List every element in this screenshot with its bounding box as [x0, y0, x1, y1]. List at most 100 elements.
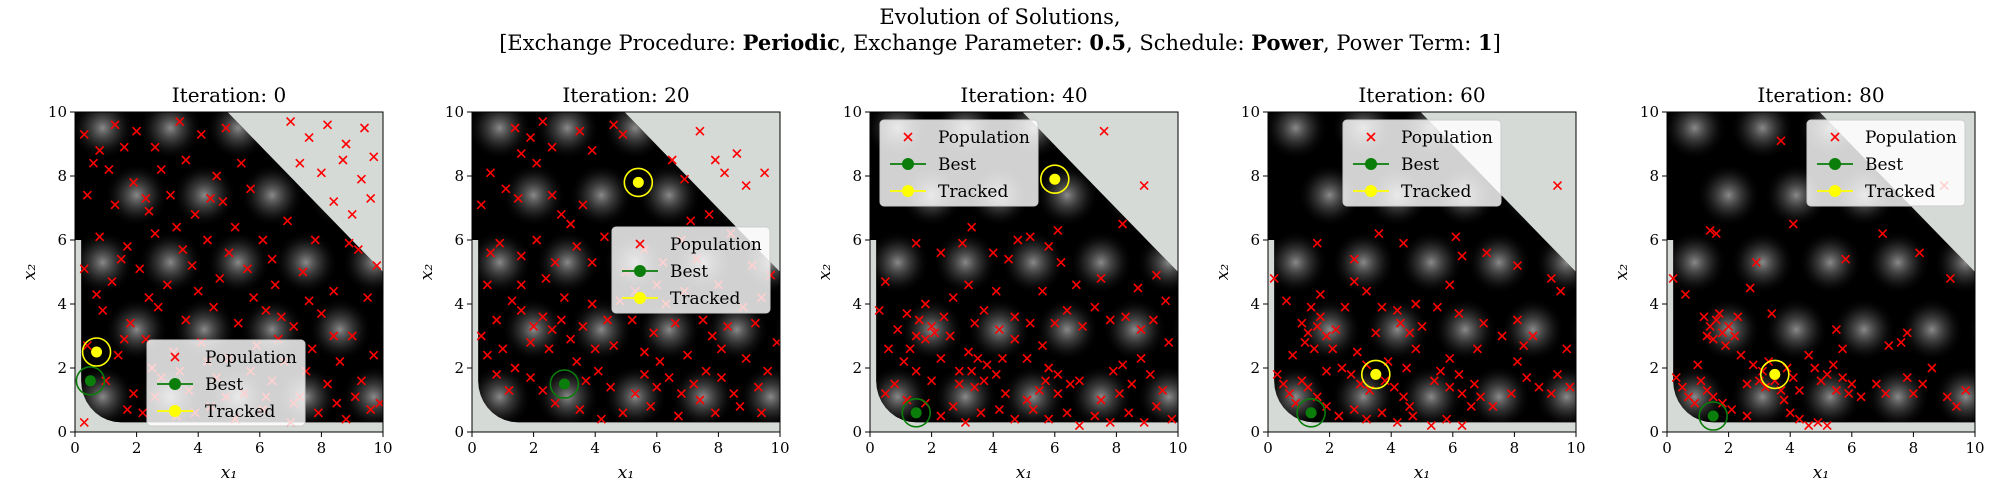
population-point: [1469, 379, 1479, 389]
landscape-peak: [1568, 297, 1576, 362]
panel-title: Iteration: 60: [1358, 83, 1485, 107]
y-tick-label: 0: [1250, 423, 1260, 441]
population-point: [927, 376, 937, 386]
legend-population-marker: [635, 239, 645, 249]
population-point: [670, 318, 680, 328]
population-point: [1702, 331, 1712, 341]
population-point: [205, 193, 216, 203]
population-point: [1881, 389, 1891, 399]
population-point: [1034, 385, 1044, 395]
population-point: [1053, 369, 1063, 379]
population-point: [606, 382, 616, 392]
population-point: [550, 257, 560, 267]
population-point: [495, 238, 505, 248]
population-point: [209, 302, 219, 312]
population-point: [874, 305, 884, 315]
population-point: [510, 123, 520, 133]
legend: Population Best Tracked: [879, 119, 1039, 207]
y-tick-label: 2: [852, 359, 862, 377]
population-point: [967, 366, 977, 376]
population-point: [1717, 398, 1728, 408]
y-tick-label: 6: [57, 231, 67, 249]
population-point: [282, 216, 293, 226]
population-point: [1522, 373, 1532, 383]
axes-frame: [869, 111, 1179, 433]
population-point: [224, 248, 234, 258]
y-tick-label: 4: [1250, 295, 1260, 313]
population-point: [1349, 277, 1359, 287]
population-point: [1668, 273, 1678, 283]
population-point: [760, 168, 770, 178]
population-point: [1908, 389, 1918, 399]
population-point: [356, 376, 367, 386]
population-point: [1757, 366, 1768, 376]
x-tick-label: 8: [1909, 439, 1919, 457]
landscape-peak: [1433, 297, 1498, 362]
best-point: [84, 375, 96, 387]
population-point: [618, 129, 628, 139]
population-point: [1133, 283, 1143, 293]
population-point: [1810, 363, 1820, 373]
legend-best-marker: [1365, 158, 1377, 170]
tracked-point: [1769, 368, 1781, 380]
y-tick-label: 2: [1649, 359, 1659, 377]
population-point: [156, 165, 166, 175]
population-point: [1708, 334, 1718, 344]
y-tick-label: 4: [1649, 295, 1659, 313]
landscape-peak: [1102, 297, 1167, 362]
landscape-peak: [206, 230, 271, 295]
landscape-peak: [1798, 230, 1863, 295]
landscape-peak: [1035, 297, 1100, 362]
population-point: [313, 408, 323, 418]
population-point: [193, 286, 203, 296]
landscape-peak: [1467, 230, 1531, 295]
landscape-peak: [738, 364, 780, 423]
landscape-peak: [172, 163, 237, 228]
population-point: [1472, 344, 1483, 354]
population-point: [572, 241, 582, 251]
population-point: [1671, 373, 1681, 383]
population-point: [1552, 181, 1563, 191]
x-tick-label: 0: [467, 439, 477, 457]
x-tick-label: 0: [865, 439, 875, 457]
figure-title: Evolution of Solutions, [Exchange Proced…: [0, 4, 2000, 56]
population-point: [125, 318, 136, 328]
population-point: [587, 145, 597, 155]
population-point: [707, 331, 717, 341]
population-point: [1408, 411, 1418, 421]
legend-population-label: Population: [1401, 128, 1493, 148]
population-point: [911, 331, 921, 341]
population-point: [991, 369, 1001, 379]
population-point: [1300, 337, 1310, 347]
landscape-peak: [1866, 230, 1930, 295]
population-point: [1062, 305, 1072, 315]
population-point: [1096, 395, 1106, 405]
legend-population-label: Population: [205, 348, 297, 368]
population-point: [960, 417, 971, 427]
population-point: [719, 168, 730, 178]
population-point: [1714, 309, 1724, 319]
population-point: [144, 293, 154, 303]
population-point: [270, 280, 280, 290]
population-point: [532, 158, 542, 168]
population-point: [1466, 401, 1476, 411]
population-point: [948, 293, 958, 303]
population-point: [890, 379, 900, 389]
population-point: [1312, 321, 1322, 331]
legend-best-marker: [902, 158, 914, 170]
population-point: [95, 145, 105, 155]
population-point: [181, 315, 191, 325]
legend-best-label: Best: [938, 155, 976, 175]
population-point: [1677, 382, 1687, 392]
population-point: [110, 120, 120, 130]
population-point: [1074, 376, 1085, 386]
population-point: [1167, 414, 1177, 424]
population-point: [1044, 414, 1054, 424]
legend-best-marker: [1829, 158, 1841, 170]
y-tick-label: 8: [1649, 167, 1659, 185]
population-point: [618, 408, 628, 418]
population-point: [1813, 417, 1823, 427]
figure-title-line1: Evolution of Solutions,: [879, 5, 1121, 29]
population-point: [741, 181, 751, 191]
landscape-peak: [1467, 364, 1531, 423]
